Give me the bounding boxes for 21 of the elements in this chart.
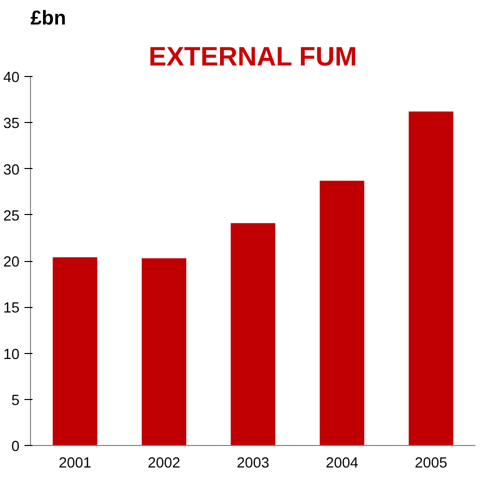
x-tick-label: 2001	[58, 456, 92, 472]
y-tick-label: 0	[11, 439, 20, 455]
x-tick-label: 2005	[414, 456, 448, 472]
x-tick-label: 2002	[148, 456, 180, 472]
y-tick-label: 15	[3, 300, 20, 317]
y-axis-title: £bn	[30, 8, 66, 30]
y-tick-label: 40	[3, 70, 20, 86]
y-tick-label: 10	[3, 346, 20, 363]
y-tick-label: 25	[3, 208, 20, 224]
chart-title: EXTERNAL FUM	[148, 42, 357, 72]
bar	[142, 258, 186, 446]
y-tick-label: 20	[3, 254, 20, 270]
bar	[320, 180, 364, 446]
y-tick-label: 35	[3, 116, 20, 132]
x-tick-label: 2003	[236, 456, 270, 472]
x-tick-label: 2004	[326, 456, 358, 472]
y-tick-label: 5	[11, 392, 20, 409]
bar	[408, 112, 454, 446]
bar	[230, 223, 276, 446]
y-tick-label: 30	[3, 162, 20, 178]
bar	[52, 257, 98, 446]
